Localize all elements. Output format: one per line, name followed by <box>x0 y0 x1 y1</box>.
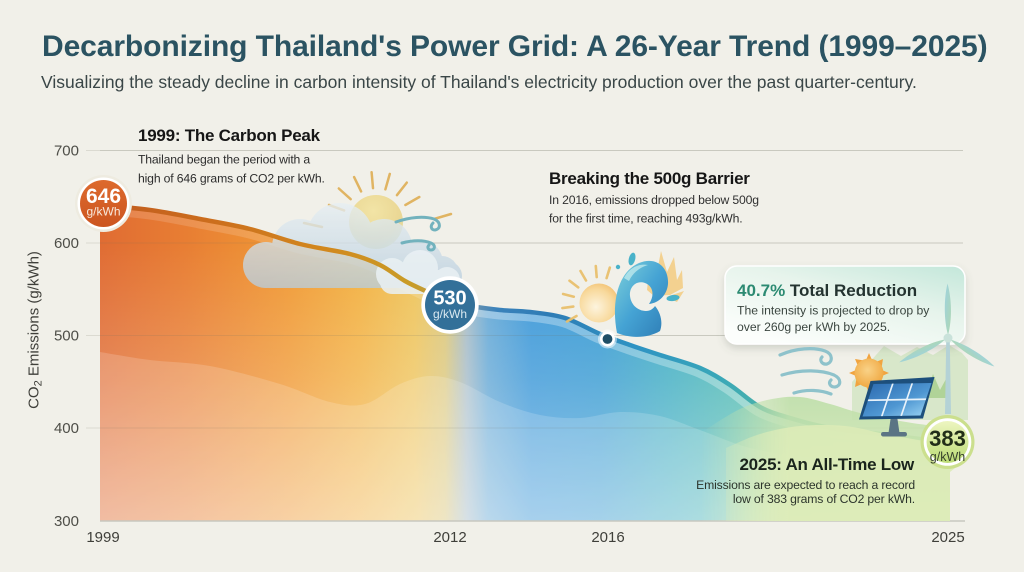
svg-text:646: 646 <box>86 185 121 208</box>
svg-text:40.7% Total Reduction: 40.7% Total Reduction <box>737 281 917 300</box>
svg-text:1999: The Carbon Peak: 1999: The Carbon Peak <box>138 126 321 145</box>
svg-text:500: 500 <box>54 328 79 345</box>
svg-text:Visualizing the steady decline: Visualizing the steady decline in carbon… <box>41 72 917 92</box>
svg-text:300: 300 <box>54 513 79 530</box>
svg-text:2025: An All-Time Low: 2025: An All-Time Low <box>739 455 915 474</box>
svg-text:383: 383 <box>929 426 966 451</box>
svg-text:1999: 1999 <box>86 529 119 546</box>
svg-text:530: 530 <box>433 287 466 309</box>
svg-text:g/kWh: g/kWh <box>930 450 965 464</box>
svg-text:The intensity is projected to: The intensity is projected to drop by <box>737 304 930 318</box>
svg-text:for the first time, reaching 4: for the first time, reaching 493g/kWh. <box>549 212 742 226</box>
svg-text:400: 400 <box>54 420 79 437</box>
svg-text:2025: 2025 <box>931 529 964 546</box>
svg-text:g/kWh: g/kWh <box>433 307 467 321</box>
svg-text:In 2016, emissions dropped bel: In 2016, emissions dropped below 500g <box>549 193 759 207</box>
svg-text:600: 600 <box>54 235 79 252</box>
svg-text:g/kWh: g/kWh <box>86 205 120 219</box>
svg-text:2016: 2016 <box>591 529 624 546</box>
svg-text:high of 646 grams of CO2 per k: high of 646 grams of CO2 per kWh. <box>138 172 325 186</box>
svg-text:Decarbonizing Thailand's Power: Decarbonizing Thailand's Power Grid: A 2… <box>42 30 988 63</box>
svg-text:Breaking the 500g Barrier: Breaking the 500g Barrier <box>549 169 750 188</box>
svg-text:over 260g per kWh by 2025.: over 260g per kWh by 2025. <box>737 320 890 334</box>
svg-text:700: 700 <box>54 143 79 160</box>
svg-text:CO2 Emissions (g/kWh): CO2 Emissions (g/kWh) <box>26 251 45 409</box>
svg-text:2012: 2012 <box>433 529 466 546</box>
svg-text:low of 383 grams of CO2 per kW: low of 383 grams of CO2 per kWh. <box>733 492 915 506</box>
svg-text:Emissions are expected to reac: Emissions are expected to reach a record <box>696 478 915 492</box>
svg-text:Thailand began the period with: Thailand began the period with a <box>138 153 310 167</box>
